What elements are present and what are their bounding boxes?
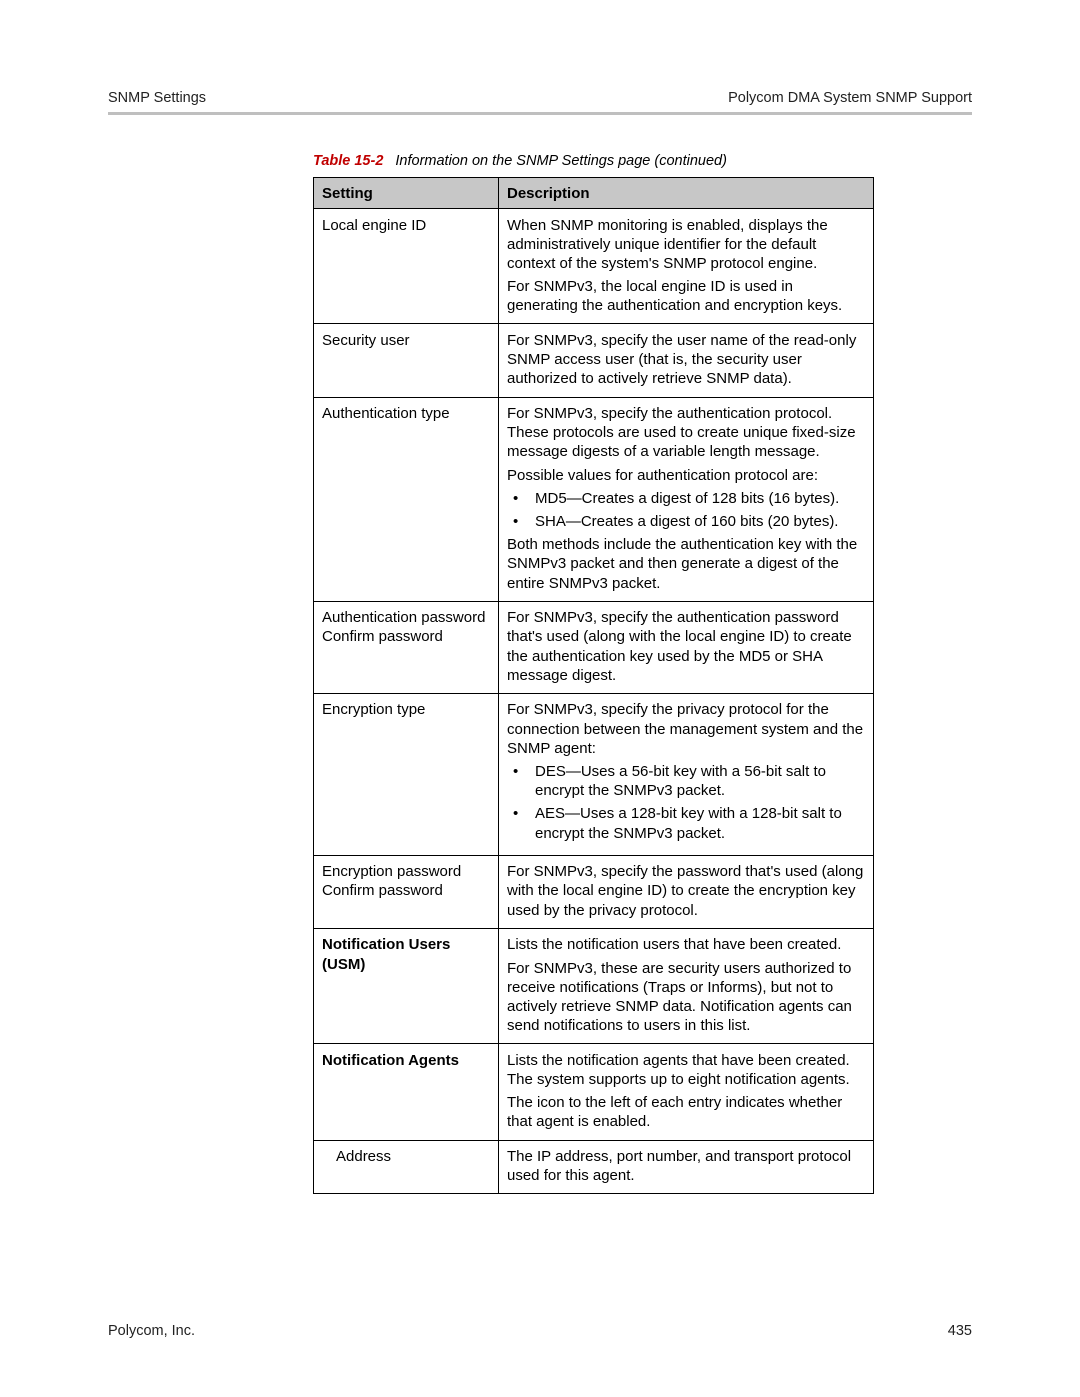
list-item-text: AES—Uses a 128-bit key with a 128-bit sa… <box>535 805 842 841</box>
page-header: SNMP Settings Polycom DMA System SNMP Su… <box>108 90 972 115</box>
table-header-row: Setting Description <box>314 178 874 209</box>
col-setting: Setting <box>314 178 499 209</box>
description-cell: Lists the notification agents that have … <box>499 1044 874 1140</box>
description-cell: When SNMP monitoring is enabled, display… <box>499 209 874 324</box>
desc-para: Both methods include the authentication … <box>507 535 865 593</box>
footer-page-number: 435 <box>948 1323 972 1339</box>
desc-para: Lists the notification agents that have … <box>507 1051 865 1089</box>
desc-para: For SNMPv3, specify the privacy protocol… <box>507 700 865 758</box>
setting-cell: Authentication password Confirm password <box>314 601 499 693</box>
table-row: Notification Agents Lists the notificati… <box>314 1044 874 1140</box>
list-item: • DES—Uses a 56-bit key with a 56-bit sal… <box>507 762 865 800</box>
setting-line: Authentication password <box>322 608 490 627</box>
setting-cell: Address <box>314 1140 499 1194</box>
setting-cell: Local engine ID <box>314 209 499 324</box>
table-row: Encryption type For SNMPv3, specify the … <box>314 693 874 855</box>
bullet-list: • DES—Uses a 56-bit key with a 56-bit sal… <box>507 762 865 843</box>
table-row: Local engine ID When SNMP monitoring is … <box>314 209 874 324</box>
table-caption: Table 15-2 Information on the SNMP Settin… <box>313 153 873 169</box>
table-caption-text: Information on the SNMP Settings page (c… <box>395 153 727 169</box>
table-number: Table 15-2 <box>313 153 383 169</box>
page: SNMP Settings Polycom DMA System SNMP Su… <box>0 0 1080 1397</box>
header-right: Polycom DMA System SNMP Support <box>728 90 972 106</box>
description-cell: For SNMPv3, specify the privacy protocol… <box>499 693 874 855</box>
table-row: Authentication type For SNMPv3, specify … <box>314 397 874 601</box>
desc-para: For SNMPv3, specify the user name of the… <box>507 331 865 389</box>
footer-left: Polycom, Inc. <box>108 1323 195 1339</box>
bullet-icon: • <box>513 804 518 823</box>
desc-para: For SNMPv3, the local engine ID is used … <box>507 277 865 315</box>
desc-para: Lists the notification users that have b… <box>507 935 865 954</box>
desc-para: For SNMPv3, specify the authentication p… <box>507 608 865 685</box>
setting-cell: Authentication type <box>314 397 499 601</box>
bullet-icon: • <box>513 512 518 531</box>
description-cell: The IP address, port number, and transpo… <box>499 1140 874 1194</box>
bullet-icon: • <box>513 489 518 508</box>
table-row: Address The IP address, port number, and… <box>314 1140 874 1194</box>
desc-para: For SNMPv3, specify the authentication p… <box>507 404 865 462</box>
setting-line: Encryption password <box>322 862 490 881</box>
bullet-list: • MD5—Creates a digest of 128 bits (16 by… <box>507 489 865 531</box>
list-item: • MD5—Creates a digest of 128 bits (16 by… <box>507 489 865 508</box>
desc-para: For SNMPv3, these are security users aut… <box>507 959 865 1036</box>
description-cell: For SNMPv3, specify the authentication p… <box>499 397 874 601</box>
setting-line: Confirm password <box>322 881 490 900</box>
col-description: Description <box>499 178 874 209</box>
list-item: • SHA—Creates a digest of 160 bits (20 by… <box>507 512 865 531</box>
table-row: Notification Users (USM) Lists the notif… <box>314 928 874 1043</box>
setting-cell: Notification Users (USM) <box>314 928 499 1043</box>
setting-cell: Notification Agents <box>314 1044 499 1140</box>
desc-para: The icon to the left of each entry indic… <box>507 1093 865 1131</box>
setting-line: Confirm password <box>322 627 490 646</box>
table-row: Encryption password Confirm password For… <box>314 855 874 928</box>
header-left: SNMP Settings <box>108 90 206 106</box>
bullet-icon: • <box>513 762 518 781</box>
list-item-text: SHA—Creates a digest of 160 bits (20 byt… <box>535 513 838 530</box>
setting-cell: Encryption password Confirm password <box>314 855 499 928</box>
list-item: • AES—Uses a 128-bit key with a 128-bit s… <box>507 804 865 842</box>
content-area: Table 15-2 Information on the SNMP Settin… <box>313 153 873 1194</box>
desc-para: The IP address, port number, and transpo… <box>507 1147 865 1185</box>
desc-para: For SNMPv3, specify the password that's … <box>507 862 865 920</box>
table-row: Authentication password Confirm password… <box>314 601 874 693</box>
list-item-text: MD5—Creates a digest of 128 bits (16 byt… <box>535 490 839 507</box>
table-row: Security user For SNMPv3, specify the us… <box>314 324 874 397</box>
setting-cell: Security user <box>314 324 499 397</box>
description-cell: For SNMPv3, specify the user name of the… <box>499 324 874 397</box>
setting-cell: Encryption type <box>314 693 499 855</box>
settings-table: Setting Description Local engine ID When… <box>313 177 874 1194</box>
list-item-text: DES—Uses a 56-bit key with a 56-bit salt… <box>535 763 826 799</box>
description-cell: Lists the notification users that have b… <box>499 928 874 1043</box>
desc-para: Possible values for authentication proto… <box>507 466 865 485</box>
description-cell: For SNMPv3, specify the password that's … <box>499 855 874 928</box>
description-cell: For SNMPv3, specify the authentication p… <box>499 601 874 693</box>
desc-para: When SNMP monitoring is enabled, display… <box>507 216 865 274</box>
page-footer: Polycom, Inc. 435 <box>108 1323 972 1339</box>
